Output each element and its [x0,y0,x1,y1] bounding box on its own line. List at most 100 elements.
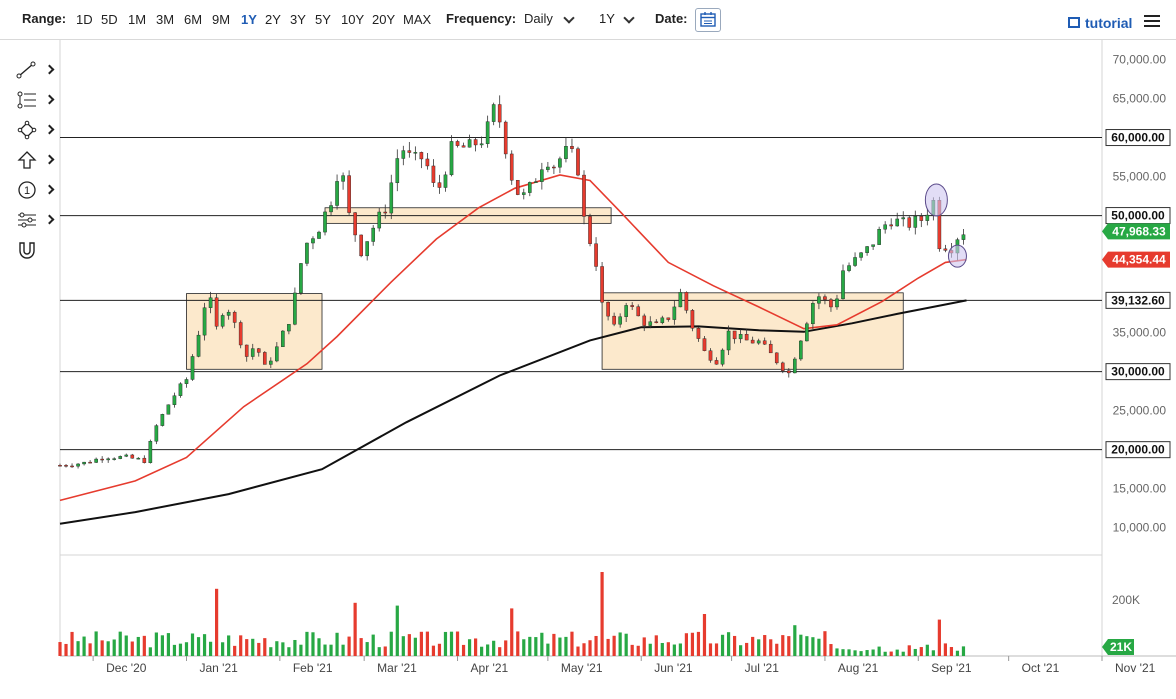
candle-89 [594,237,598,271]
candle-body [70,465,74,468]
candle-body [732,330,737,340]
volume-bar-13 [136,636,140,656]
volume-bar-134 [865,650,869,656]
volume-bar-59 [413,637,417,656]
candle-body [768,343,773,354]
candle-body [160,414,165,426]
range-5d-button[interactable]: 5D [101,12,118,27]
volume-bar-126 [817,638,821,656]
candle-35 [269,357,273,369]
calendar-button[interactable] [695,8,721,32]
magnet-tool-button[interactable] [10,238,56,262]
range-9m-button[interactable]: 9M [212,12,231,27]
volume-bar-41 [305,631,309,656]
volume-bar-12 [130,641,134,656]
candle-body [708,350,713,361]
candlesticks [58,95,966,469]
candle-body [901,217,906,220]
candle-47 [341,172,345,190]
line-tool-button[interactable] [10,58,56,82]
candle-body [552,166,556,169]
candle-90 [600,262,604,304]
candle-71 [485,115,490,148]
tutorial-film-icon[interactable] [1068,17,1080,28]
frequency-label: Frequency: [446,11,517,26]
candle-body [124,454,129,457]
tutorial-link[interactable]: tutorial [1085,15,1133,31]
volume-bar-84 [564,636,568,656]
candle-body [196,334,201,357]
volume-bar-21 [184,642,189,656]
top-toolbar: Range: 1D 5D 1M 3M 6M 9M 1Y 2Y 3Y 5Y 10Y… [0,0,1176,40]
range-5y-button[interactable]: 5Y [315,12,331,27]
volume-bar-76 [516,631,520,656]
range-3y-button[interactable]: 3Y [290,12,306,27]
range-max-button[interactable]: MAX [403,12,432,27]
candle-77 [521,188,526,200]
volume-bar-69 [473,638,478,656]
volume-bar-139 [895,649,899,656]
volume-bar-129 [835,648,839,656]
candle-body [714,360,719,365]
range-1y-button[interactable]: 1Y [241,12,257,27]
candle-16 [154,424,159,445]
fib-tool-button[interactable] [10,88,56,112]
range-1d-button[interactable]: 1D [76,12,93,27]
range-10y-button[interactable]: 10Y [341,12,365,27]
price-chart[interactable]: 10,000.00 15,000.00 20,000.00 25,000.00 30,0… [0,40,1176,699]
volume-bar-141 [907,645,911,656]
candle-body [847,265,851,271]
period-select[interactable]: 1Y [599,11,615,26]
volume-bar-112 [732,635,737,656]
volume-bar-68 [467,639,472,656]
candle-body [636,306,641,317]
range-20y-button[interactable]: 20Y [372,12,396,27]
frequency-chevron-down-icon[interactable] [563,12,575,24]
arrow-tool-button[interactable] [10,148,56,172]
range-2y-button[interactable]: 2Y [265,12,281,27]
candle-75 [509,150,514,185]
volume-bar-20 [178,643,183,656]
settings-tool-button[interactable] [10,208,56,232]
hamburger-menu-icon[interactable] [1144,15,1160,28]
candle-body [871,244,875,247]
number-tool-button[interactable]: 1 [10,178,56,202]
shape-tool-button[interactable] [10,118,56,142]
candle-132 [853,252,857,268]
volume-bar-15 [148,647,152,656]
candle-body [395,158,400,184]
candle-110 [720,348,725,367]
candle-124 [805,321,809,342]
volume-bar-97 [642,637,646,656]
candle-body [919,215,924,221]
volume-bar-23 [196,637,201,656]
candle-42 [311,236,315,250]
range-1m-button[interactable]: 1M [128,12,147,27]
period-chevron-down-icon[interactable] [623,12,635,24]
price-tag-box-0 [1102,223,1170,240]
candle-61 [425,152,430,170]
candle-body [528,182,532,193]
candle-74 [503,120,508,159]
y-tick-label-12: 70,000.00 [1113,53,1167,67]
candle-20 [178,382,183,398]
volume-bar-142 [913,648,917,656]
range-3m-button[interactable]: 3M [156,12,175,27]
candle-body [835,298,839,308]
range-label: Range: [22,11,67,26]
volume-bar-7 [100,640,104,656]
candle-body [750,339,755,344]
volume-bar-63 [437,643,442,656]
frequency-select[interactable]: Daily [524,11,553,26]
candle-143 [919,213,924,228]
range-6m-button[interactable]: 6M [184,12,203,27]
candle-body [154,425,159,442]
volume-bar-108 [708,643,713,656]
candle-55 [389,174,394,220]
candle-15 [148,439,153,464]
volume-bar-70 [480,646,484,656]
volume-bar-36 [275,641,279,656]
candle-103 [678,288,683,308]
volume-bar-117 [763,635,767,656]
candle-28 [226,309,231,320]
